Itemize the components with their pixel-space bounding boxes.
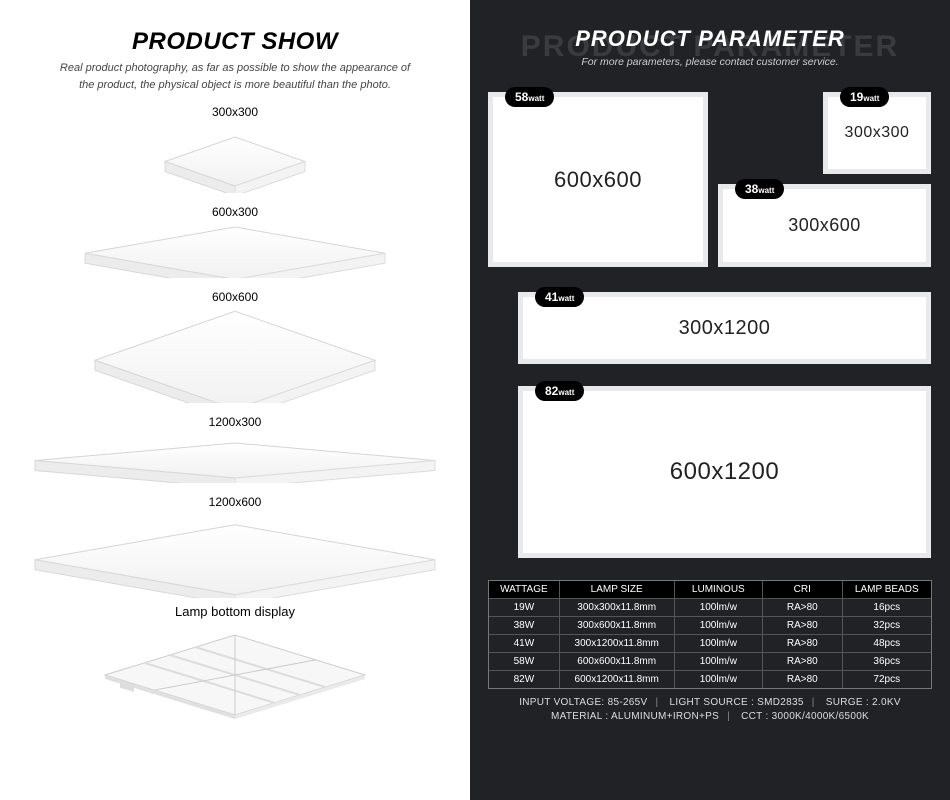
table-cell: 300x1200x11.8mm bbox=[560, 635, 675, 652]
product-panel-illustration bbox=[20, 308, 450, 403]
table-cell: 32pcs bbox=[843, 617, 931, 634]
product-parameter-subtitle: For more parameters, please contact cust… bbox=[488, 56, 932, 68]
table-cell: 100lm/w bbox=[675, 635, 763, 652]
size-card: 58watt 600x600 bbox=[488, 92, 708, 267]
table-header-cell: LAMP BEADS bbox=[843, 581, 931, 598]
size-card-label: 300x300 bbox=[845, 124, 910, 142]
table-cell: RA>80 bbox=[763, 653, 843, 670]
table-cell: RA>80 bbox=[763, 617, 843, 634]
product-show-subtitle: Real product photography, as far as poss… bbox=[20, 60, 450, 93]
size-card: 19watt 300x300 bbox=[823, 92, 931, 174]
lamp-bottom-illustration bbox=[85, 625, 385, 720]
table-header-row: WATTAGELAMP SIZELUMINOUSCRILAMP BEADS bbox=[489, 581, 931, 598]
table-row: 58W600x600x11.8mm100lm/wRA>8036pcs bbox=[489, 652, 931, 670]
size-card-label: 600x1200 bbox=[670, 458, 779, 486]
lamp-bottom-display: Lamp bottom display bbox=[20, 604, 450, 725]
product-show-item: 1200x300 bbox=[20, 415, 450, 483]
size-card-label: 300x1200 bbox=[679, 317, 771, 340]
spec-footer: INPUT VOLTAGE: 85-265V| LIGHT SOURCE : S… bbox=[488, 697, 932, 722]
wattage-badge: 38watt bbox=[735, 179, 784, 199]
table-cell: 300x300x11.8mm bbox=[560, 599, 675, 616]
product-size-label: 1200x600 bbox=[20, 495, 450, 509]
table-cell: 100lm/w bbox=[675, 671, 763, 688]
table-cell: 600x1200x11.8mm bbox=[560, 671, 675, 688]
table-cell: 300x600x11.8mm bbox=[560, 617, 675, 634]
size-cards-area: 58watt 600x600 19watt 300x300 38watt 300x6… bbox=[488, 82, 932, 572]
table-cell: 100lm/w bbox=[675, 617, 763, 634]
size-card-label: 300x600 bbox=[788, 215, 861, 236]
table-row: 19W300x300x11.8mm100lm/wRA>8016pcs bbox=[489, 598, 931, 616]
table-header-cell: LAMP SIZE bbox=[560, 581, 675, 598]
product-show-item: 600x300 bbox=[20, 205, 450, 278]
table-cell: RA>80 bbox=[763, 671, 843, 688]
product-size-label: 600x300 bbox=[20, 205, 450, 219]
table-cell: 19W bbox=[489, 599, 560, 616]
product-size-label: 1200x300 bbox=[20, 415, 450, 429]
size-card-label: 600x600 bbox=[554, 167, 642, 193]
wattage-badge: 41watt bbox=[535, 287, 584, 307]
product-size-label: 300x300 bbox=[20, 105, 450, 119]
table-header-cell: CRI bbox=[763, 581, 843, 598]
table-cell: 16pcs bbox=[843, 599, 931, 616]
table-cell: 82W bbox=[489, 671, 560, 688]
product-panel-illustration bbox=[20, 513, 450, 598]
wattage-badge: 82watt bbox=[535, 381, 584, 401]
wattage-badge: 19watt bbox=[840, 87, 889, 107]
table-cell: 72pcs bbox=[843, 671, 931, 688]
table-cell: RA>80 bbox=[763, 635, 843, 652]
table-cell: 58W bbox=[489, 653, 560, 670]
product-panel-illustration bbox=[20, 433, 450, 483]
product-show-item: 300x300 bbox=[20, 105, 450, 193]
size-card: 82watt 600x1200 bbox=[518, 386, 931, 558]
table-cell: 100lm/w bbox=[675, 599, 763, 616]
product-size-label: 600x600 bbox=[20, 290, 450, 304]
table-row: 41W300x1200x11.8mm100lm/wRA>8048pcs bbox=[489, 634, 931, 652]
table-cell: 600x600x11.8mm bbox=[560, 653, 675, 670]
table-cell: 100lm/w bbox=[675, 653, 763, 670]
size-card: 38watt 300x600 bbox=[718, 184, 931, 267]
product-panel-illustration bbox=[20, 123, 450, 193]
table-cell: RA>80 bbox=[763, 599, 843, 616]
spec-table: WATTAGELAMP SIZELUMINOUSCRILAMP BEADS19W… bbox=[488, 580, 932, 689]
product-show-item: 600x600 bbox=[20, 290, 450, 403]
size-card: 41watt 300x1200 bbox=[518, 292, 931, 364]
product-show-title: PRODUCT SHOW bbox=[20, 28, 450, 56]
product-show-item: 1200x600 bbox=[20, 495, 450, 598]
product-show-list: 300x300 600x300 600x600 1200x300 1200x60… bbox=[20, 105, 450, 598]
table-row: 82W600x1200x11.8mm100lm/wRA>8072pcs bbox=[489, 670, 931, 688]
table-header-cell: WATTAGE bbox=[489, 581, 560, 598]
wattage-badge: 58watt bbox=[505, 87, 554, 107]
table-cell: 36pcs bbox=[843, 653, 931, 670]
table-cell: 41W bbox=[489, 635, 560, 652]
table-row: 38W300x600x11.8mm100lm/wRA>8032pcs bbox=[489, 616, 931, 634]
table-cell: 38W bbox=[489, 617, 560, 634]
product-show-panel: PRODUCT SHOW Real product photography, a… bbox=[0, 0, 470, 800]
product-panel-illustration bbox=[20, 223, 450, 278]
table-cell: 48pcs bbox=[843, 635, 931, 652]
product-parameter-panel: PRODUCT PARAMETER PRODUCT PARAMETER For … bbox=[470, 0, 950, 800]
product-parameter-title: PRODUCT PARAMETER bbox=[488, 26, 932, 52]
table-header-cell: LUMINOUS bbox=[675, 581, 763, 598]
